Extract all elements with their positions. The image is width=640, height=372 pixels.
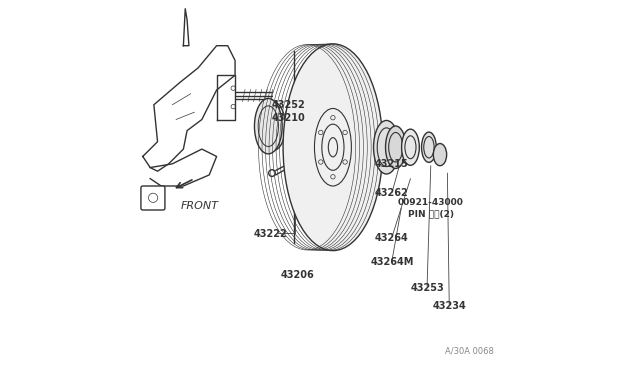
Text: 43252: 43252 bbox=[272, 100, 305, 110]
Text: 00921-43000: 00921-43000 bbox=[398, 198, 464, 207]
Ellipse shape bbox=[401, 129, 419, 165]
Text: 43206: 43206 bbox=[281, 270, 315, 280]
Ellipse shape bbox=[433, 144, 447, 166]
Ellipse shape bbox=[255, 99, 282, 154]
Text: 43215: 43215 bbox=[375, 159, 409, 169]
FancyBboxPatch shape bbox=[141, 186, 165, 210]
Ellipse shape bbox=[283, 44, 383, 251]
Ellipse shape bbox=[374, 121, 399, 174]
Ellipse shape bbox=[385, 126, 406, 169]
Text: FRONT: FRONT bbox=[181, 201, 219, 211]
Text: 43264: 43264 bbox=[375, 233, 409, 243]
Text: 43222: 43222 bbox=[253, 229, 287, 239]
Text: 43234: 43234 bbox=[433, 301, 466, 311]
Text: A/30A 0068: A/30A 0068 bbox=[445, 347, 493, 356]
Ellipse shape bbox=[422, 132, 436, 162]
Text: 43262: 43262 bbox=[375, 188, 409, 198]
Text: 43264M: 43264M bbox=[371, 257, 413, 267]
Text: PIN ピン(2): PIN ピン(2) bbox=[408, 209, 454, 218]
Ellipse shape bbox=[262, 102, 285, 150]
Text: 43253: 43253 bbox=[410, 283, 444, 292]
Text: 43210: 43210 bbox=[272, 113, 305, 123]
